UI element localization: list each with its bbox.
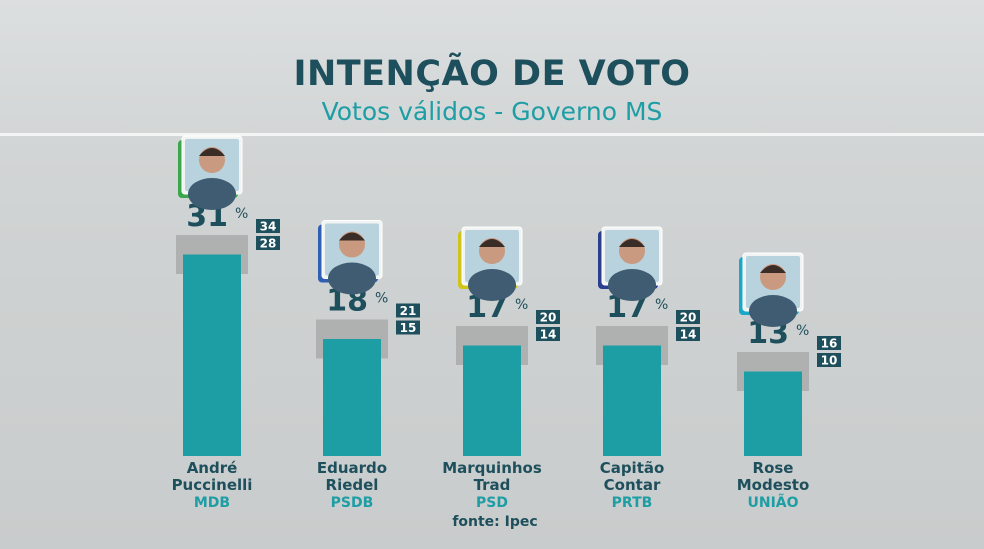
percent-sign: %	[375, 291, 388, 307]
person-shoulders-icon	[328, 262, 376, 295]
bar	[744, 371, 802, 456]
chart-title: INTENÇÃO DE VOTO	[293, 54, 691, 94]
percent-sign: %	[235, 206, 248, 222]
party-label: UNIÃO	[747, 494, 798, 511]
bar	[183, 254, 241, 456]
person-hair-icon	[760, 265, 786, 273]
candidate-name-line1: Rose	[753, 459, 794, 477]
chart-subtitle: Votos válidos - Governo MS	[321, 97, 663, 126]
upper-bound-label: 20	[680, 311, 697, 325]
bar	[603, 345, 661, 456]
lower-bound-label: 10	[821, 354, 838, 368]
upper-bound-label: 16	[821, 337, 838, 351]
upper-bound-label: 34	[260, 220, 277, 234]
party-label: MDB	[194, 495, 230, 511]
candidate-name-line2: Trad	[474, 476, 511, 494]
upper-bound-box	[256, 219, 280, 233]
person-hair-icon	[619, 239, 645, 247]
party-label: PSD	[476, 495, 508, 511]
header-band	[0, 0, 984, 136]
percent-sign: %	[655, 297, 668, 313]
candidate-name-line2: Riedel	[326, 476, 379, 494]
person-hair-icon	[479, 239, 505, 247]
lower-bound-box	[256, 236, 280, 250]
bar	[463, 345, 521, 456]
candidate-name-line2: Puccinelli	[172, 476, 253, 494]
candidate-name-line1: Eduardo	[317, 459, 387, 477]
candidate-name-line1: Capitão	[600, 459, 665, 477]
upper-bound-box	[396, 303, 420, 318]
person-shoulders-icon	[188, 178, 236, 210]
percent-sign: %	[796, 323, 809, 339]
percent-sign: %	[515, 297, 528, 313]
lower-bound-label: 28	[260, 237, 277, 251]
candidate-name-line2: Contar	[604, 476, 661, 494]
person-shoulders-icon	[749, 295, 797, 327]
candidate-name-line1: Marquinhos	[442, 459, 542, 477]
person-hair-icon	[199, 148, 225, 156]
lower-bound-label: 14	[680, 328, 697, 342]
party-label: PSDB	[331, 495, 374, 511]
upper-bound-box	[536, 310, 560, 324]
upper-bound-label: 20	[540, 311, 557, 325]
lower-bound-box	[676, 327, 700, 341]
lower-bound-box	[536, 327, 560, 341]
person-shoulders-icon	[468, 269, 516, 301]
candidate-name-line2: Modesto	[737, 476, 810, 494]
upper-bound-box	[676, 310, 700, 324]
candidate-name-line1: André	[187, 459, 238, 477]
header-divider	[0, 133, 984, 136]
person-hair-icon	[339, 232, 365, 241]
source-note: fonte: Ipec	[452, 514, 538, 530]
upper-bound-box	[817, 336, 841, 350]
party-label: PRTB	[612, 495, 653, 511]
person-shoulders-icon	[608, 269, 656, 301]
lower-bound-label: 14	[540, 328, 557, 342]
lower-bound-box	[817, 353, 841, 367]
lower-bound-label: 15	[400, 321, 417, 335]
bar	[323, 339, 381, 456]
lower-bound-box	[396, 320, 420, 335]
upper-bound-label: 21	[400, 304, 417, 318]
